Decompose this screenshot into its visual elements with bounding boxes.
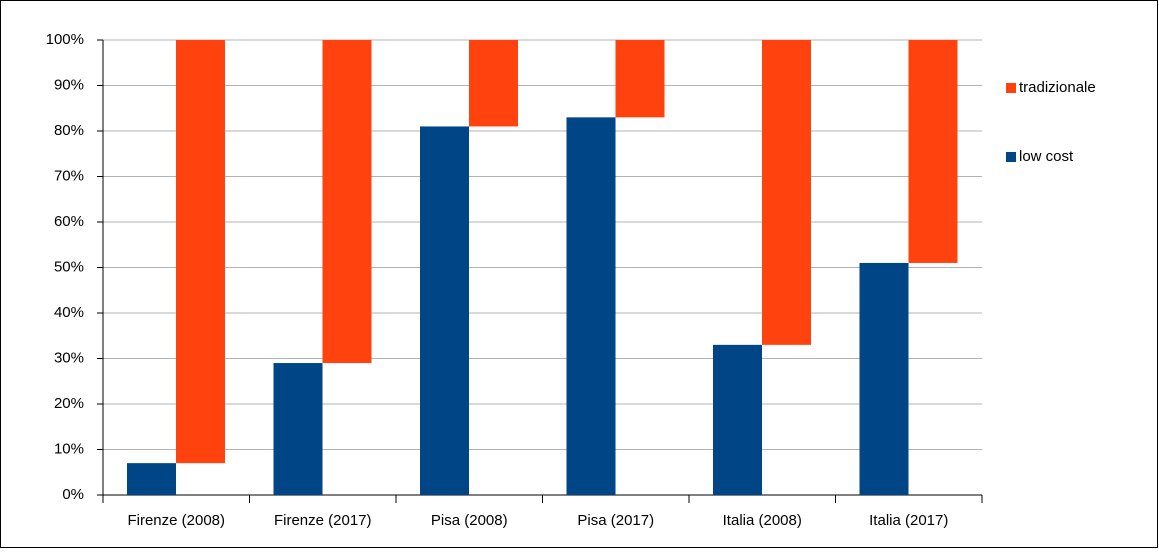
bar [273,363,323,495]
y-tick-label: 100% [46,31,84,48]
bar [420,126,469,495]
y-tick-label: 80% [54,122,84,139]
bar [713,344,762,495]
bar [176,40,225,464]
y-tick-label: 70% [54,167,84,184]
x-tick-label: Pisa (2008) [431,512,508,529]
y-tick-label: 10% [54,440,84,457]
x-tick-label: Firenze (2008) [127,512,225,529]
bar [615,40,665,118]
bar [859,262,909,495]
legend-swatch [1006,152,1016,162]
bar [127,463,176,495]
x-tick-label: Pisa (2017) [577,512,654,529]
bar [762,40,811,345]
y-tick-label: 30% [54,349,84,366]
y-tick-label: 90% [54,76,84,93]
y-tick-label: 50% [54,258,84,275]
y-tick-label: 20% [54,395,84,412]
bar [566,117,616,495]
x-tick-label: Italia (2008) [723,512,802,529]
y-tick-label: 60% [54,213,84,230]
bar [322,40,372,364]
x-tick-label: Italia (2017) [869,512,948,529]
y-tick-label: 0% [62,486,84,503]
y-tick-label: 40% [54,304,84,321]
x-tick-label: Firenze (2017) [274,512,372,529]
bar [469,40,518,127]
legend-label: low cost [1019,148,1074,165]
legend-swatch [1006,83,1016,93]
bar [908,40,958,263]
legend-label: tradizionale [1019,79,1096,96]
